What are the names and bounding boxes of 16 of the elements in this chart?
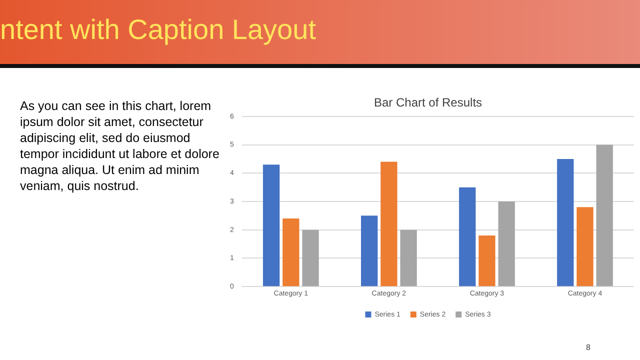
bar [596, 144, 613, 286]
bar [302, 230, 319, 286]
bar [282, 218, 300, 286]
chart-title: Bar Chart of Results [374, 96, 482, 110]
bar [498, 202, 515, 286]
text: ntent with Caption Layout [0, 14, 316, 46]
bar [576, 207, 594, 286]
bar [459, 187, 476, 286]
bar [557, 158, 574, 286]
bar [360, 216, 378, 286]
bar [262, 164, 280, 286]
text: As you can see in this chart, lorem ipsum dolor sit amet, consectetur adipiscing elit, sed do eiusmod tempor incididunt ut labore et dolore magna aliqua. Ut enim ad minim veniam, quis nostrud. [20, 98, 220, 194]
bar [380, 162, 398, 286]
text: 8 [586, 343, 590, 352]
bar [400, 230, 417, 286]
bar [478, 236, 496, 286]
